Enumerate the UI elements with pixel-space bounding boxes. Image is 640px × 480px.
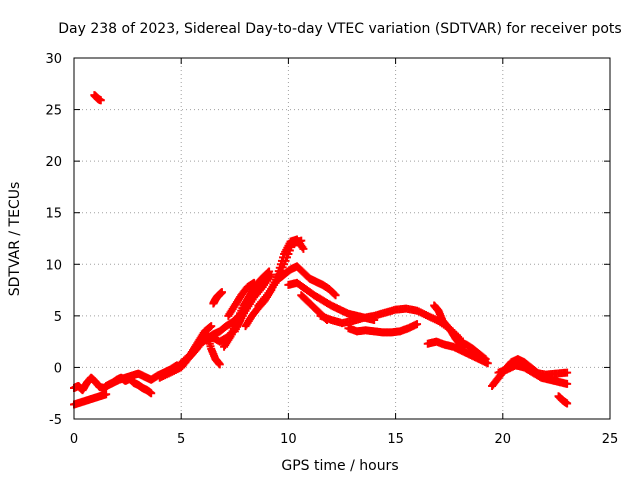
data-point [264, 268, 273, 277]
x-tick-label: 0 [70, 432, 78, 447]
data-point [563, 379, 572, 388]
y-tick-label: 5 [54, 310, 62, 325]
series-arc-outlier [90, 91, 105, 105]
data-point [215, 360, 224, 369]
series-arc-h [209, 288, 226, 308]
data-point [330, 290, 339, 299]
data-point [331, 291, 340, 300]
y-tick-label: -5 [49, 413, 62, 428]
y-tick-label: 0 [54, 361, 62, 376]
series-arc-s [430, 301, 469, 351]
data-point [265, 267, 274, 276]
data-point [217, 288, 226, 297]
plot-frame [73, 57, 611, 420]
data-point [413, 320, 422, 329]
data-point [563, 368, 572, 377]
x-tick-label: 25 [602, 432, 619, 447]
data-point [483, 359, 492, 368]
data-point [207, 322, 216, 331]
data-point [102, 390, 111, 399]
data-point [563, 399, 572, 408]
series-arc-j [230, 272, 271, 336]
y-tick-label: 15 [45, 207, 62, 222]
chart-title: Day 238 of 2023, Sidereal Day-to-day VTE… [58, 21, 621, 37]
data-point [299, 244, 308, 253]
series-arc-u [455, 337, 490, 364]
data-point [297, 236, 306, 245]
x-axis-label: GPS time / hours [281, 458, 398, 474]
grid-layer [74, 58, 610, 419]
data-point [481, 355, 490, 364]
series-arc-f [181, 322, 216, 367]
tick-layer: 0 5 10 15 20 25 -5 0 5 10 15 20 25 30 [45, 52, 618, 447]
data-point [298, 243, 307, 252]
data-layer [70, 91, 572, 409]
data-point [250, 278, 259, 287]
data-point [96, 96, 105, 105]
series-arc-y [554, 392, 572, 408]
y-axis-label: SDTVAR / TECUs [7, 182, 23, 297]
series-arc-n [273, 262, 340, 300]
y-tick-label: 30 [45, 52, 62, 67]
x-tick-label: 5 [177, 432, 185, 447]
series-arc-p [297, 291, 331, 324]
series-arc-m [254, 236, 306, 310]
series-arc-g [198, 329, 224, 369]
x-tick-label: 15 [387, 432, 404, 447]
data-point [147, 389, 156, 398]
series-arc-r [344, 320, 422, 337]
series-arc-k [224, 278, 259, 320]
data-point [262, 272, 271, 281]
series-arc-x [520, 363, 572, 379]
series-arc-b [70, 390, 111, 409]
y-tick-label: 25 [45, 104, 62, 119]
x-tick-label: 20 [495, 432, 512, 447]
data-point [261, 273, 270, 282]
x-tick-label: 10 [280, 432, 297, 447]
y-tick-label: 10 [45, 258, 62, 273]
y-tick-label: 20 [45, 155, 62, 170]
